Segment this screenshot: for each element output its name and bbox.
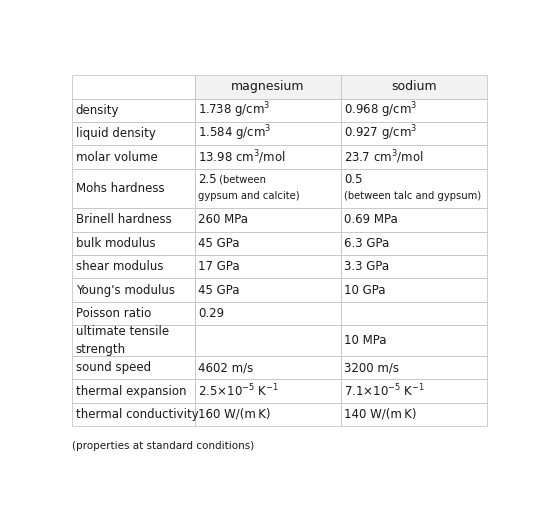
Text: sound speed: sound speed — [76, 361, 151, 374]
Text: molar volume: molar volume — [76, 151, 158, 163]
Text: 7.1$\times$10$^{-5}$ K$^{-1}$: 7.1$\times$10$^{-5}$ K$^{-1}$ — [344, 383, 425, 399]
Text: 2.5: 2.5 — [198, 173, 217, 186]
Text: 4602 m/s: 4602 m/s — [198, 361, 253, 374]
Text: 0.29: 0.29 — [198, 307, 224, 320]
Text: 10 GPa: 10 GPa — [344, 284, 385, 296]
Text: (properties at standard conditions): (properties at standard conditions) — [73, 441, 255, 451]
Text: 17 GPa: 17 GPa — [198, 260, 240, 273]
Text: ultimate tensile
strength: ultimate tensile strength — [76, 325, 169, 356]
Text: 6.3 GPa: 6.3 GPa — [344, 237, 389, 250]
Text: 0.69 MPa: 0.69 MPa — [344, 214, 398, 226]
Text: Mohs hardness: Mohs hardness — [76, 182, 164, 195]
Text: density: density — [76, 104, 120, 117]
Text: 1.738 g/cm$^3$: 1.738 g/cm$^3$ — [198, 100, 271, 120]
Text: thermal conductivity: thermal conductivity — [76, 408, 199, 421]
Text: 45 GPa: 45 GPa — [198, 284, 240, 296]
Text: Poisson ratio: Poisson ratio — [76, 307, 151, 320]
Text: (between talc and gypsum): (between talc and gypsum) — [344, 190, 481, 201]
Text: 160 W/(m K): 160 W/(m K) — [198, 408, 271, 421]
Text: 13.98 cm$^3$/mol: 13.98 cm$^3$/mol — [198, 148, 286, 166]
Text: 0.968 g/cm$^3$: 0.968 g/cm$^3$ — [344, 100, 418, 120]
Text: 1.584 g/cm$^3$: 1.584 g/cm$^3$ — [198, 124, 271, 143]
Text: 3.3 GPa: 3.3 GPa — [344, 260, 389, 273]
Text: 3200 m/s: 3200 m/s — [344, 361, 399, 374]
Text: 2.5$\times$10$^{-5}$ K$^{-1}$: 2.5$\times$10$^{-5}$ K$^{-1}$ — [198, 383, 279, 399]
Text: Young's modulus: Young's modulus — [76, 284, 175, 296]
Text: 45 GPa: 45 GPa — [198, 237, 240, 250]
Text: shear modulus: shear modulus — [76, 260, 163, 273]
Text: (between: (between — [216, 175, 266, 184]
Bar — [341, 75, 487, 99]
Text: 0.927 g/cm$^3$: 0.927 g/cm$^3$ — [344, 124, 417, 143]
Text: magnesium: magnesium — [231, 80, 305, 93]
Text: gypsum and calcite): gypsum and calcite) — [198, 190, 300, 201]
Text: liquid density: liquid density — [76, 127, 156, 140]
Text: Brinell hardness: Brinell hardness — [76, 214, 171, 226]
Text: 10 MPa: 10 MPa — [344, 334, 387, 347]
Text: thermal expansion: thermal expansion — [76, 385, 186, 397]
Text: 23.7 cm$^3$/mol: 23.7 cm$^3$/mol — [344, 148, 424, 166]
Bar — [195, 75, 341, 99]
Text: bulk modulus: bulk modulus — [76, 237, 156, 250]
Text: 140 W/(m K): 140 W/(m K) — [344, 408, 417, 421]
Text: sodium: sodium — [391, 80, 437, 93]
Text: 260 MPa: 260 MPa — [198, 214, 248, 226]
Text: 0.5: 0.5 — [344, 173, 363, 186]
